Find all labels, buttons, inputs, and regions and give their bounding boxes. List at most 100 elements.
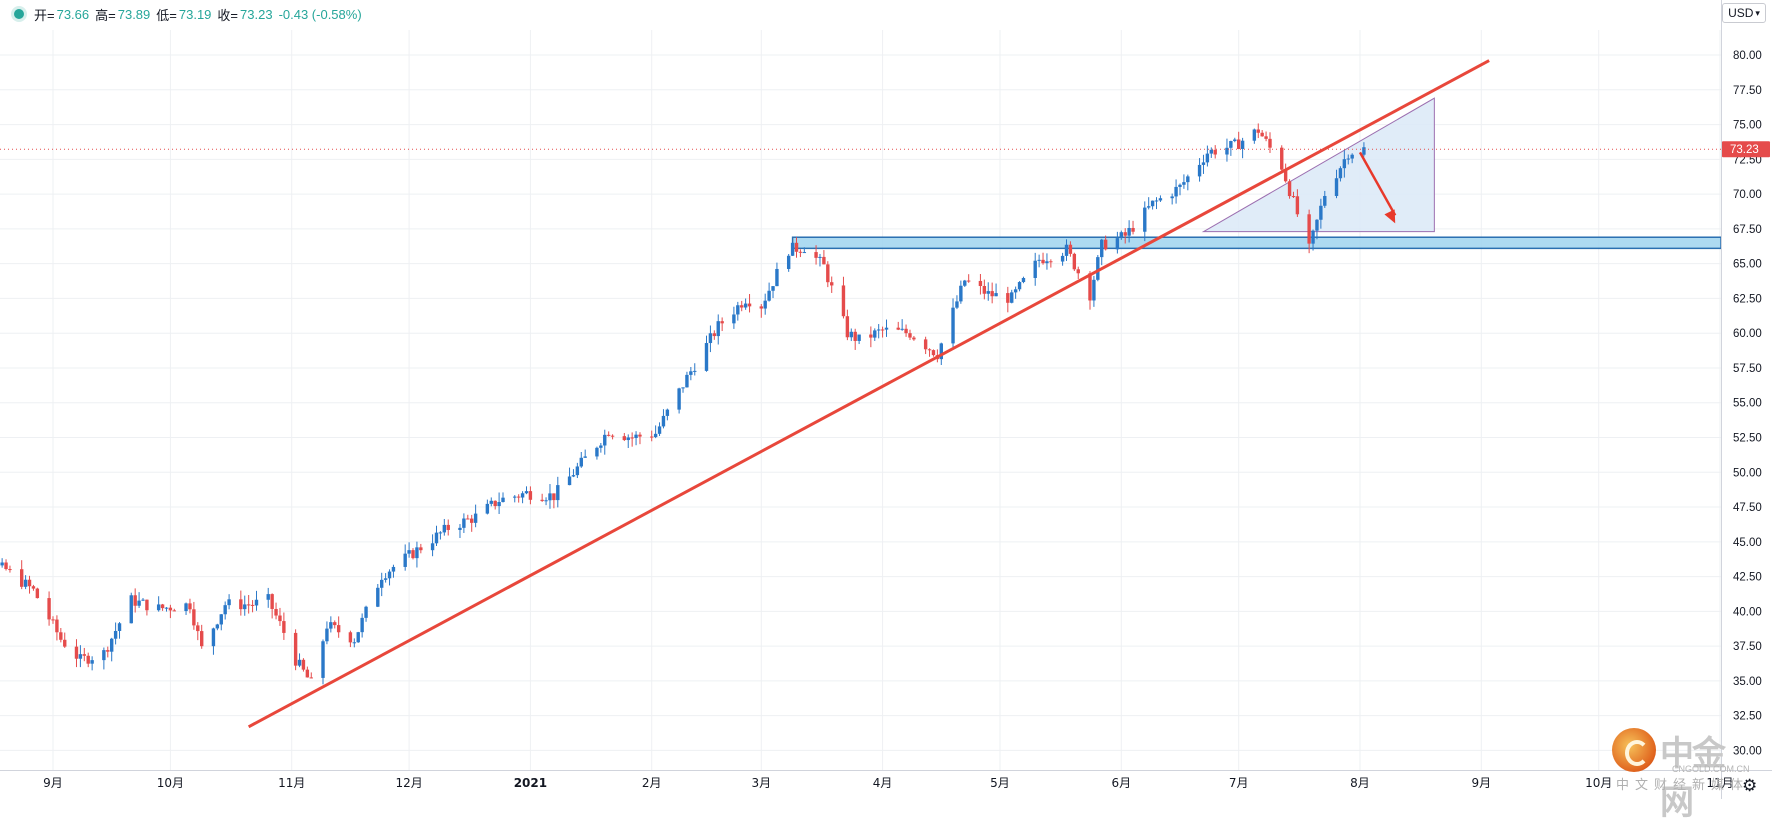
x-tick-label: 12月 bbox=[395, 776, 422, 790]
candle-body bbox=[497, 502, 501, 507]
candle-body bbox=[1178, 184, 1182, 187]
y-tick-label: 47.50 bbox=[1733, 502, 1762, 514]
candle-body bbox=[567, 476, 572, 486]
change-value: -0.43 (-0.58%) bbox=[278, 6, 362, 22]
candle-body bbox=[1283, 169, 1288, 182]
candle-body bbox=[1174, 186, 1178, 197]
candle-body bbox=[904, 328, 908, 334]
candle-body bbox=[1280, 147, 1284, 170]
candle-body bbox=[0, 562, 4, 566]
candle-body bbox=[1186, 176, 1190, 183]
candle-body bbox=[364, 606, 368, 618]
candle-body bbox=[959, 285, 963, 302]
candle-body bbox=[982, 286, 987, 294]
candle-body bbox=[1131, 227, 1135, 232]
last-price-tag bbox=[1722, 141, 1770, 158]
y-tick-label: 70.00 bbox=[1733, 189, 1762, 201]
candle-body bbox=[845, 316, 850, 338]
candle-body bbox=[716, 321, 720, 337]
candle-body bbox=[31, 586, 36, 589]
currency-dropdown[interactable]: USD ▾ bbox=[1722, 3, 1766, 23]
candle-body bbox=[246, 604, 251, 606]
candle-body bbox=[1072, 253, 1077, 270]
candle-body bbox=[740, 305, 744, 308]
candle-body bbox=[516, 496, 521, 498]
candle-body bbox=[1197, 164, 1202, 177]
candle-body bbox=[442, 524, 447, 533]
candle-body bbox=[86, 655, 90, 664]
currency-label: USD bbox=[1728, 6, 1754, 20]
candle-body bbox=[117, 623, 122, 631]
candle-body bbox=[978, 280, 983, 287]
candle-body bbox=[599, 445, 603, 448]
candle-body bbox=[1096, 257, 1100, 280]
candle-body bbox=[470, 518, 474, 523]
support-zone bbox=[791, 236, 1722, 250]
y-tick-label: 50.00 bbox=[1733, 467, 1762, 479]
candle-body bbox=[1350, 154, 1354, 159]
candle-body bbox=[1291, 196, 1296, 198]
y-tick-label: 62.50 bbox=[1733, 293, 1762, 305]
candle-body bbox=[900, 328, 904, 330]
ohlc-legend: 开= 73.66 高= 73.89 低= 73.19 收= 73.23 -0.4… bbox=[0, 0, 368, 28]
candle-body bbox=[1068, 244, 1073, 254]
x-tick-label: 3月 bbox=[751, 776, 771, 790]
triangle-pattern bbox=[1201, 97, 1435, 233]
candle-body bbox=[571, 475, 576, 477]
candle-body bbox=[1225, 147, 1229, 155]
candle-body bbox=[653, 433, 658, 438]
candle-body bbox=[622, 436, 627, 441]
candle-body bbox=[1088, 273, 1092, 301]
candle-body bbox=[1006, 293, 1010, 303]
y-tick-label: 45.00 bbox=[1733, 537, 1762, 549]
candle-body bbox=[243, 604, 247, 610]
candle-body bbox=[939, 343, 943, 360]
candle-body bbox=[1017, 282, 1022, 290]
candle-body bbox=[1033, 260, 1037, 278]
candle-body bbox=[301, 659, 306, 670]
high-label: 高= bbox=[95, 7, 116, 23]
candle-body bbox=[603, 434, 607, 446]
candle-body bbox=[794, 242, 799, 252]
y-tick-label: 37.50 bbox=[1733, 641, 1762, 653]
candle-body bbox=[1092, 279, 1096, 301]
candle-body bbox=[309, 677, 313, 679]
candle-body bbox=[790, 242, 795, 256]
candle-body bbox=[1233, 139, 1237, 142]
candle-body bbox=[818, 256, 822, 258]
candle-body bbox=[873, 330, 877, 338]
y-tick-label: 52.50 bbox=[1733, 433, 1762, 445]
candle-body bbox=[704, 343, 709, 371]
candle-body bbox=[172, 610, 177, 612]
watermark-logo: 中金网 CNGOLD.COM.CN 中文财经新媒体 bbox=[1612, 724, 1752, 823]
candle-body bbox=[1209, 149, 1213, 154]
candle-body bbox=[141, 599, 145, 601]
candle-body bbox=[665, 409, 670, 416]
candlestick-chart[interactable]: 80.00 77.50 75.00 72.50 70.00 67.50 65.00 62.50… bbox=[0, 0, 1772, 799]
candle-body bbox=[387, 571, 392, 579]
candle-body bbox=[552, 493, 556, 501]
candle-body bbox=[55, 619, 59, 633]
close-value: 73.23 bbox=[240, 6, 273, 22]
candle-body bbox=[239, 599, 243, 610]
x-tick-label: 11月 bbox=[1706, 776, 1733, 790]
candle-body bbox=[830, 282, 834, 286]
candle-body bbox=[1362, 147, 1366, 155]
candle-body bbox=[1146, 206, 1151, 208]
candle-body bbox=[520, 493, 525, 498]
forecast-arrow-head bbox=[1384, 209, 1396, 224]
candle-body bbox=[966, 280, 971, 282]
candle-body bbox=[1236, 139, 1241, 149]
candle-body bbox=[1060, 255, 1065, 262]
candle-body bbox=[485, 503, 490, 514]
candle-body bbox=[270, 594, 274, 609]
gear-icon[interactable]: ⚙ bbox=[1742, 776, 1758, 795]
candle-body bbox=[927, 349, 932, 351]
candle-body bbox=[767, 290, 771, 301]
candle-body bbox=[145, 599, 149, 611]
candle-body bbox=[524, 491, 529, 494]
candle-body bbox=[1323, 195, 1327, 206]
candle-body bbox=[407, 550, 411, 554]
close-label: 收= bbox=[217, 7, 239, 23]
candle-body bbox=[333, 622, 337, 626]
